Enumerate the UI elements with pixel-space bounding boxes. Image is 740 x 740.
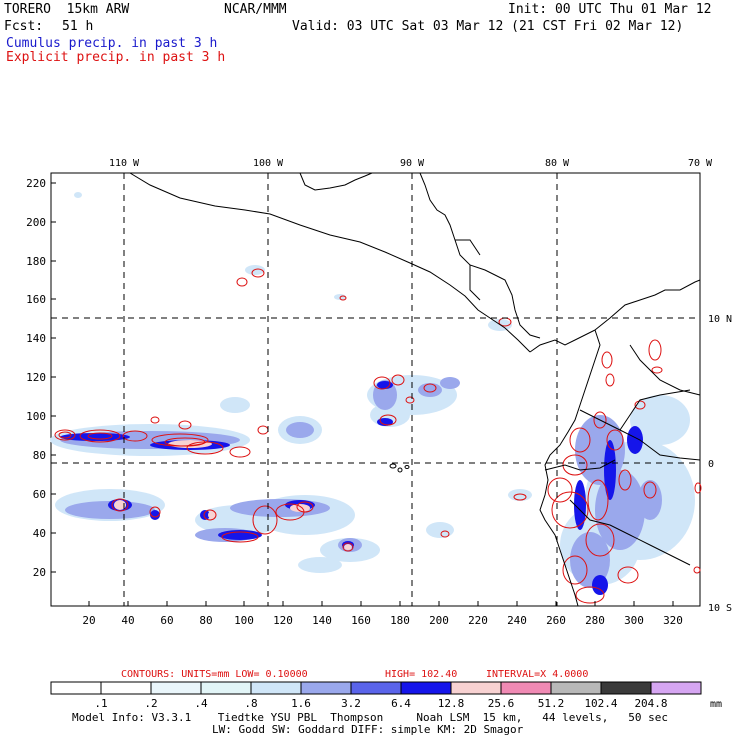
legend-swatch <box>500 681 552 695</box>
x-tick-label: 180 <box>390 614 410 627</box>
y-tick-label: 80 <box>33 449 46 462</box>
legend-label: 102.4 <box>584 697 617 710</box>
x-tick-label: 260 <box>546 614 566 627</box>
x-tick-label: 20 <box>82 614 95 627</box>
valid-time: Valid: 03 UTC Sat 03 Mar 12 (21 CST Fri … <box>292 19 684 34</box>
y-tick-label: 100 <box>26 410 46 423</box>
legend-label: 3.2 <box>341 697 361 710</box>
legend-swatch <box>400 681 452 695</box>
x-tick-label: 80 <box>199 614 212 627</box>
legend-label: 25.6 <box>488 697 515 710</box>
legend-swatch <box>50 681 102 695</box>
coastlines <box>129 172 701 607</box>
x-tick-label: 100 <box>234 614 254 627</box>
lat-label-10s: 10 S <box>708 603 732 614</box>
lon-label-100w: 100 W <box>253 158 284 169</box>
y-tick-label: 20 <box>33 566 46 579</box>
contours-units-text: CONTOURS: UNITS=mm LOW= 0.10000 <box>121 669 308 680</box>
color-legend <box>50 681 702 695</box>
legend-swatch <box>450 681 502 695</box>
forecast-label: Fcst: <box>4 19 44 34</box>
legend-label: .4 <box>194 697 208 710</box>
field-cumulus-title: Cumulus precip. in past 3 h <box>6 36 218 51</box>
y-tick-label: 180 <box>26 255 46 268</box>
lon-label-80w: 80 W <box>545 158 570 169</box>
legend-unit: mm <box>710 699 722 710</box>
legend-label: .1 <box>94 697 107 710</box>
y-tick-label: 200 <box>26 216 46 229</box>
model-name: TORERO 15km ARW <box>4 2 130 17</box>
legend-label: .2 <box>144 697 157 710</box>
x-tick-label: 220 <box>468 614 488 627</box>
x-tick-label: 300 <box>624 614 644 627</box>
y-tick-label: 160 <box>26 293 46 306</box>
y-tick-label: 60 <box>33 488 46 501</box>
field-explicit-title: Explicit precip. in past 3 h <box>6 50 226 65</box>
legend-label: 204.8 <box>634 697 667 710</box>
x-tick-label: 160 <box>351 614 371 627</box>
legend-swatch <box>600 681 652 695</box>
legend-label: 1.6 <box>291 697 311 710</box>
legend-swatch <box>300 681 352 695</box>
legend-label: .8 <box>244 697 257 710</box>
legend-swatch <box>550 681 602 695</box>
lon-label-90w: 90 W <box>400 158 425 169</box>
x-tick-label: 40 <box>121 614 134 627</box>
legend-swatch <box>150 681 202 695</box>
y-tick-label: 140 <box>26 332 46 345</box>
explicit-precip-contours <box>54 268 702 604</box>
lat-label-10n: 10 N <box>708 314 732 325</box>
legend-swatch <box>350 681 402 695</box>
x-tick-label: 240 <box>507 614 527 627</box>
init-time: Init: 00 UTC Thu 01 Mar 12 <box>508 2 712 17</box>
x-tick-label: 140 <box>312 614 332 627</box>
lon-label-110w: 110 W <box>109 158 140 169</box>
contours-interval-text: INTERVAL=X 4.0000 <box>486 669 588 680</box>
lat-label-0: 0 <box>708 459 714 470</box>
legend-swatch <box>650 681 702 695</box>
legend-swatch <box>250 681 302 695</box>
physics-info-line: LW: Godd SW: Goddard DIFF: simple KM: 2D… <box>212 723 524 736</box>
y-tick-label: 220 <box>26 177 46 190</box>
contours-high-text: HIGH= 102.40 <box>385 669 457 680</box>
legend-label: 51.2 <box>538 697 565 710</box>
center-name: NCAR/MMM <box>224 2 287 17</box>
graticule <box>51 173 700 606</box>
x-tick-label: 280 <box>585 614 605 627</box>
x-tick-label: 120 <box>273 614 293 627</box>
x-tick-label: 200 <box>429 614 449 627</box>
y-tick-label: 40 <box>33 527 46 540</box>
forecast-hours: 51 h <box>62 19 94 34</box>
y-tick-label: 120 <box>26 371 46 384</box>
x-tick-label: 60 <box>160 614 173 627</box>
legend-label: 12.8 <box>438 697 465 710</box>
lon-label-70w: 70 W <box>688 158 713 169</box>
model-info-line: Model Info: V3.3.1 Tiedtke YSU PBL Thomp… <box>72 711 669 724</box>
x-tick-label: 320 <box>663 614 683 627</box>
legend-swatch <box>100 681 152 695</box>
legend-swatch <box>200 681 252 695</box>
axis-ticks <box>51 182 674 606</box>
legend-label: 6.4 <box>391 697 411 710</box>
